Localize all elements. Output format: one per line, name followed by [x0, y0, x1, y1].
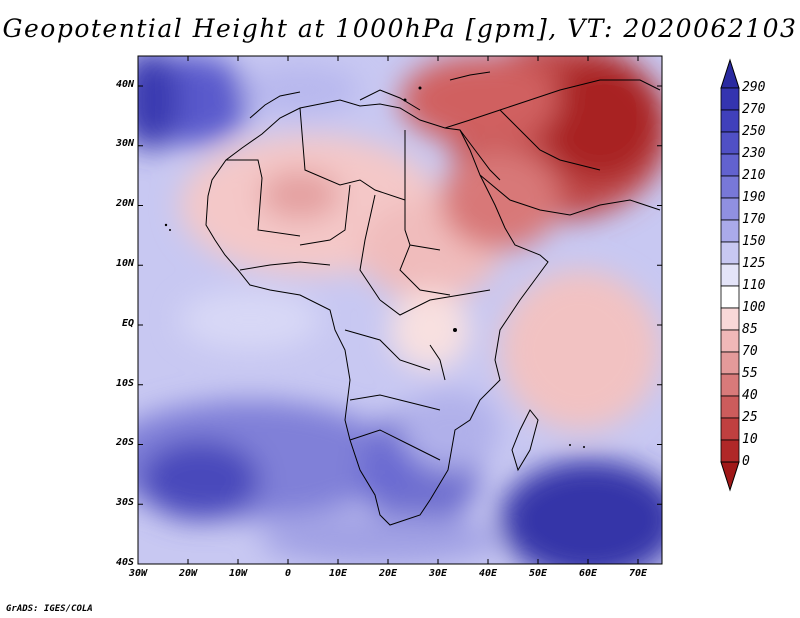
lon-label: 0 — [284, 568, 292, 579]
lat-label: 20N — [115, 198, 134, 209]
colorbar-swatch — [720, 263, 740, 287]
lat-label: 30S — [115, 497, 134, 508]
colorbar-label: 70 — [742, 344, 758, 359]
lon-label: 70E — [628, 568, 648, 579]
lon-label: 10W — [228, 568, 248, 579]
lat-label: 10N — [115, 258, 134, 269]
lat-label: 40N — [115, 79, 134, 90]
colorbar-label: 170 — [742, 212, 766, 227]
colorbar-label: 55 — [742, 366, 758, 381]
lat-label: 40S — [115, 557, 134, 568]
colorbar-swatch — [720, 373, 740, 397]
colorbar-swatch — [720, 285, 740, 309]
lat-label: EQ — [121, 318, 134, 329]
colorbar-swatch — [720, 417, 740, 441]
lon-label: 40E — [478, 568, 498, 579]
colorbar-label: 40 — [742, 388, 758, 403]
lon-label: 30W — [128, 568, 148, 579]
lat-label: 30N — [115, 138, 134, 149]
colorbar-cap-top — [720, 58, 740, 89]
colorbar-label: 230 — [742, 146, 766, 161]
colorbar-swatch — [720, 351, 740, 375]
colorbar — [720, 58, 740, 492]
colorbar-swatch — [720, 439, 740, 463]
colorbar-label: 210 — [742, 168, 766, 183]
lon-label: 10E — [328, 568, 348, 579]
lat-label: 10S — [115, 378, 134, 389]
lon-label: 30E — [428, 568, 448, 579]
colorbar-swatch — [720, 307, 740, 331]
colorbar-swatch — [720, 87, 740, 111]
colorbar-label: 110 — [742, 278, 766, 293]
colorbar-label: 150 — [742, 234, 766, 249]
colorbar-label: 100 — [742, 300, 766, 315]
colorbar-label: 125 — [742, 256, 766, 271]
colorbar-label: 25 — [742, 410, 758, 425]
map-title: Geopotential Height at 1000hPa [gpm], VT… — [2, 14, 798, 43]
colorbar-swatch — [720, 131, 740, 155]
lat-label: 20S — [115, 437, 134, 448]
lon-label: 50E — [528, 568, 548, 579]
lon-label: 20E — [378, 568, 398, 579]
colorbar-label: 250 — [742, 124, 766, 139]
colorbar-swatch — [720, 219, 740, 243]
colorbar-swatch — [720, 109, 740, 133]
footer-credit: GrADS: IGES/COLA — [6, 604, 93, 614]
colorbar-swatch — [720, 175, 740, 199]
colorbar-swatch — [720, 329, 740, 353]
colorbar-label: 85 — [742, 322, 758, 337]
colorbar-cap-bottom — [720, 461, 740, 492]
lon-label: 60E — [578, 568, 598, 579]
colorbar-swatch — [720, 197, 740, 221]
colorbar-label: 290 — [742, 80, 766, 95]
colorbar-label: 270 — [742, 102, 766, 117]
colorbar-swatch — [720, 153, 740, 177]
colorbar-label: 190 — [742, 190, 766, 205]
lon-label: 20W — [178, 568, 198, 579]
colorbar-swatch — [720, 241, 740, 265]
colorbar-swatch — [720, 395, 740, 419]
colorbar-label: 0 — [742, 454, 750, 469]
colorbar-label: 10 — [742, 432, 758, 447]
